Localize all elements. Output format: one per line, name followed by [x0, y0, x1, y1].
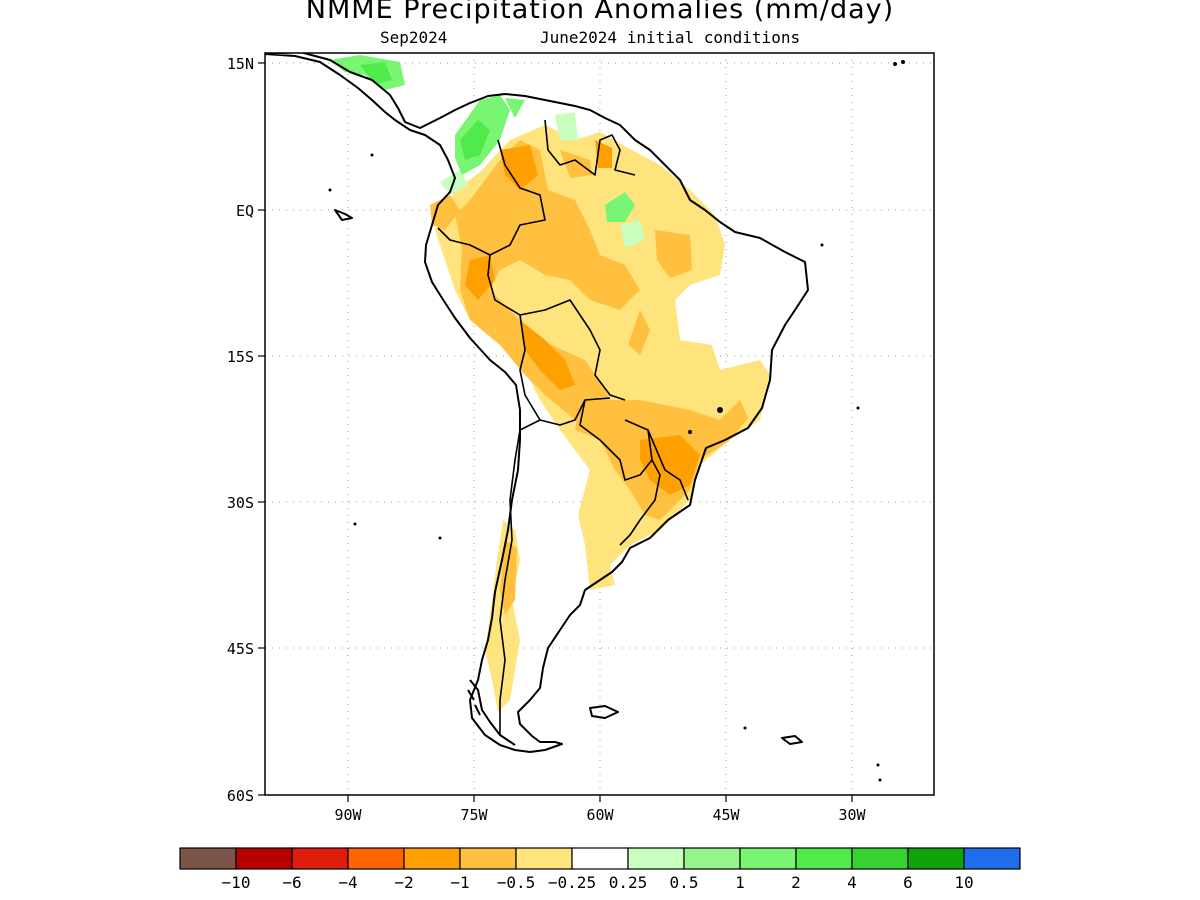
colorbar-swatch — [459, 847, 517, 870]
colorbar-swatch — [739, 847, 797, 870]
forecast-month: Sep2024 — [380, 28, 448, 47]
map-title: NMME Precipitation Anomalies (mm/day) — [305, 0, 895, 25]
colorbar-swatch — [403, 847, 461, 870]
colorbar-label: 1 — [735, 873, 745, 892]
colorbar-label: −4 — [338, 873, 357, 892]
lat-label: 30S — [227, 494, 254, 512]
colorbar-label: −1 — [450, 873, 469, 892]
country-borders — [437, 119, 689, 735]
coastline — [265, 53, 809, 753]
colorbar-label: −0.5 — [497, 873, 536, 892]
lon-label: 90W — [334, 806, 362, 824]
longitude-labels: 90W 75W 60W 45W 30W — [334, 806, 866, 824]
lat-label: 45S — [227, 640, 254, 658]
colorbar-swatch — [851, 847, 909, 870]
colorbar-label: 0.5 — [670, 873, 699, 892]
wet-anomaly-strong — [360, 62, 490, 160]
lat-label: 15N — [227, 55, 254, 73]
colorbar-swatch — [907, 847, 965, 870]
colorbar-label: 2 — [791, 873, 801, 892]
colorbar-swatch — [627, 847, 685, 870]
lat-label: EQ — [236, 202, 254, 220]
colorbar-swatch — [963, 847, 1021, 870]
lon-label: 30W — [838, 806, 866, 824]
latitude-labels: 15N EQ 15S 30S 45S 60S — [227, 55, 254, 805]
colorbar-swatch — [515, 847, 573, 870]
colorbar-label: 0.25 — [609, 873, 648, 892]
colorbar-label: −6 — [282, 873, 301, 892]
islands — [328, 60, 905, 782]
colorbar-label: −10 — [222, 873, 251, 892]
colorbar-swatch — [235, 847, 293, 870]
colorbar-label: 10 — [954, 873, 973, 892]
lat-label: 15S — [227, 348, 254, 366]
colorbar-swatch — [683, 847, 741, 870]
colorbar-swatch — [179, 847, 237, 870]
colorbar-swatch — [571, 847, 629, 870]
colorbar-label: 4 — [847, 873, 857, 892]
colorbar-label: 6 — [903, 873, 913, 892]
dry-anomaly-strong — [465, 140, 700, 495]
lon-label: 75W — [460, 806, 488, 824]
lon-label: 60W — [586, 806, 614, 824]
colorbar-label: −2 — [394, 873, 413, 892]
lon-label: 45W — [712, 806, 740, 824]
colorbar-label: −0.25 — [548, 873, 596, 892]
colorbar-swatch — [795, 847, 853, 870]
colorbar-swatch — [291, 847, 349, 870]
initial-conditions: June2024 initial conditions — [540, 28, 801, 47]
colorbar-swatch — [347, 847, 405, 870]
lat-label: 60S — [227, 787, 254, 805]
colorbar: −10 −6 −4 −2 −1 −0.5 −0.25 0.25 0.5 1 2 4 6 10 — [179, 847, 1021, 892]
tick-marks — [258, 62, 853, 802]
